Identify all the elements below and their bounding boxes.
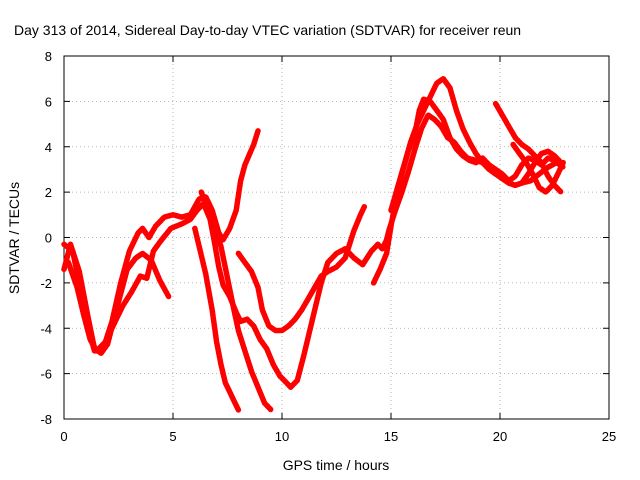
series-line-track-9: [492, 100, 564, 195]
series-line-track-5: [198, 189, 274, 413]
x-tick-label: 25: [602, 429, 616, 444]
y-tick-label: 8: [45, 49, 52, 64]
series-line-track-4: [192, 225, 242, 413]
x-tick-label: 15: [384, 429, 398, 444]
x-tick-label: 10: [275, 429, 289, 444]
y-tick-labels: 8 6 4 2 0 -2 -4 -6 -8: [40, 49, 52, 427]
y-tick-label: -4: [40, 321, 52, 336]
y-tick-label: 0: [45, 231, 52, 246]
y-tick-label: -6: [40, 367, 52, 382]
y-tick-label: 6: [45, 94, 52, 109]
series-line-track-8: [388, 75, 564, 214]
y-tick-label: 4: [45, 140, 52, 155]
chart-title: Day 313 of 2014, Sidereal Day-to-day VTE…: [14, 22, 521, 38]
x-tick-label: 0: [60, 429, 67, 444]
y-tick-label: 2: [45, 185, 52, 200]
x-tick-labels: 0 5 10 15 20 25: [60, 429, 616, 444]
x-tick-label: 20: [493, 429, 507, 444]
y-axis-label: SDTVAR / TECUs: [6, 182, 22, 294]
axis-ticks: [63, 55, 610, 420]
series-line-track-6: [235, 202, 368, 334]
series-group: [61, 75, 566, 413]
y-tick-label: -8: [40, 412, 52, 427]
y-tick-label: -2: [40, 276, 52, 291]
x-tick-label: 5: [169, 429, 176, 444]
series-line-track-10: [510, 141, 566, 195]
x-axis-label: GPS time / hours: [283, 457, 390, 473]
